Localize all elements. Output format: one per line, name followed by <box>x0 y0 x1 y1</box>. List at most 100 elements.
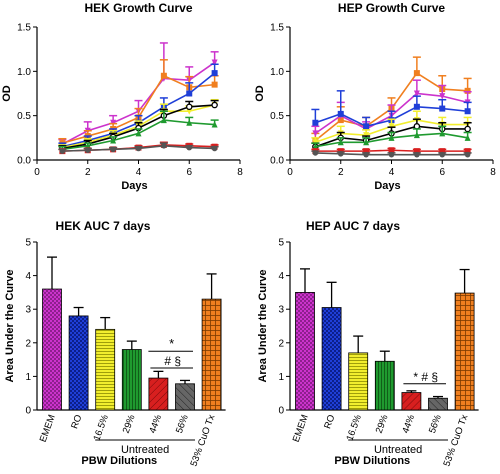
chart3-bar <box>95 328 116 411</box>
chart4-x-label: PBW Dilutions <box>334 455 410 467</box>
chart1-point <box>185 103 193 111</box>
chart2-point <box>439 105 446 112</box>
chart3-title: HEK AUC 7 days <box>56 219 151 233</box>
chart3-bar <box>121 349 142 411</box>
chart1-y-tick-label: 0.0 <box>17 156 31 167</box>
chart2-point <box>312 143 319 150</box>
chart3-y-tick-label: 0 <box>25 406 31 417</box>
chart1-y-tick-label: 1.0 <box>17 67 31 78</box>
chart2-point <box>413 103 420 110</box>
chart4-x-tick-label: 53% CuO Tx <box>442 413 471 468</box>
chart4-group: HEP AUC 7 days 0 1 2 3 4 5 Area Under the Curve… <box>257 219 479 468</box>
chart4-bar <box>295 291 315 411</box>
chart3-x-tick-label: 56% <box>174 413 191 435</box>
chart3-x-tick-label: EMEM <box>38 413 58 444</box>
chart2-point <box>413 90 420 97</box>
chart4-y-tick-label: 4 <box>278 271 284 282</box>
chart4-y-tick-label: 2 <box>278 338 284 349</box>
chart4-x-tick-label: 29% <box>374 413 391 435</box>
chart1-point <box>110 136 117 144</box>
chart2-point <box>413 123 421 130</box>
chart2-point <box>439 93 446 100</box>
chart3-y-tick-label: 5 <box>25 238 31 249</box>
chart2-point <box>414 151 420 158</box>
chart3-group: HEK AUC 7 days 0 1 2 3 4 5 Area Under the Curve… <box>4 219 226 468</box>
chart2-point <box>413 70 420 77</box>
chart3-bar <box>68 315 89 411</box>
chart2-point <box>363 148 370 155</box>
chart2-point <box>363 138 370 146</box>
chart3-x-tick-label: RO <box>69 413 84 430</box>
chart2-point <box>464 87 471 94</box>
chart2-point <box>337 150 344 157</box>
chart1-point <box>186 90 193 97</box>
chart2-point <box>439 129 446 137</box>
chart2-point <box>312 150 319 156</box>
chart4-y-tick-label: 5 <box>278 238 284 249</box>
chart4-bar <box>454 292 475 411</box>
chart1-point <box>135 129 142 137</box>
chart3-x-tick-label: 29% <box>121 413 138 435</box>
chart1-point <box>211 145 218 152</box>
chart4-y-tick-label: 0 <box>278 406 284 417</box>
chart4-x-tick-label: 44% <box>400 413 417 435</box>
chart4-y-tick-label: 1 <box>278 372 284 383</box>
chart2-point <box>439 151 446 158</box>
chart1-x-tick-label: 8 <box>237 167 243 178</box>
chart2-point <box>337 110 344 117</box>
chart2-point <box>413 131 420 139</box>
chart1-series-8 <box>58 142 219 154</box>
chart3-bar <box>201 298 222 411</box>
chart2-y-label: OD <box>254 85 266 102</box>
chart2-x-tick-label: 0 <box>287 167 293 178</box>
chart2-point <box>388 151 395 158</box>
chart1-x-tick-label: 6 <box>186 167 192 178</box>
chart4-y-tick-label: 3 <box>278 305 284 316</box>
chart3-x-tick-label: 16.5% <box>91 413 111 443</box>
chart4-x-tick-label: EMEM <box>291 413 311 444</box>
chart3-bracket-label: Untreated <box>121 444 169 456</box>
chart3-y-label: Area Under the Curve <box>4 269 16 382</box>
chart1-series-6 <box>58 110 219 153</box>
chart4-bracket-label: Untreated <box>374 444 422 456</box>
chart1-point <box>135 145 142 152</box>
chart2-point <box>312 119 319 126</box>
chart3-x-tick-label: 44% <box>147 413 164 435</box>
chart2-x-tick-label: 6 <box>439 167 445 178</box>
chart2-title: HEP Growth Curve <box>338 1 445 15</box>
chart1-point <box>186 144 193 151</box>
chart2-point <box>337 117 344 124</box>
chart2-point <box>388 134 395 141</box>
chart1-point <box>211 59 218 66</box>
chart1-point <box>161 143 167 149</box>
chart2-series-6 <box>311 125 472 150</box>
chart3-bar <box>175 383 195 411</box>
chart3-x-tick-label: 53% CuO Tx <box>189 413 218 468</box>
chart3-x-label: PBW Dilutions <box>81 455 157 467</box>
chart4-bar <box>401 392 422 411</box>
chart2-series-8 <box>311 150 472 158</box>
chart1-y-tick-label: 0.5 <box>17 111 31 122</box>
chart2-point <box>464 108 471 115</box>
chart3-y-tick-label: 1 <box>25 372 31 383</box>
chart2-point <box>464 125 471 133</box>
chart1-point <box>110 146 116 153</box>
chart2-x-label: Days <box>374 180 400 192</box>
chart3-bar <box>42 288 62 411</box>
chart1-point <box>211 101 218 109</box>
chart2-point <box>388 147 395 154</box>
chart2-point <box>413 148 420 155</box>
chart1-point <box>211 70 218 77</box>
chart2-y-tick-label: 1.5 <box>270 23 284 34</box>
chart1-group: HEK Growth Curve 0.0 0.5 1.0 1.5 0 2 4 6 8 Days OD <box>1 1 243 192</box>
chart1-point <box>186 119 193 126</box>
chart2-x-tick-label: 8 <box>490 167 496 178</box>
chart1-point <box>160 72 167 79</box>
chart3-y-tick-label: 3 <box>25 305 31 316</box>
chart2-group: HEP Growth Curve 0.0 0.5 1.0 1.5 0 2 4 6 8 Days OD <box>254 1 496 192</box>
chart2-point <box>464 148 471 155</box>
chart1-y-tick-label: 1.5 <box>17 23 31 34</box>
chart4-y-label: Area Under the Curve <box>257 269 269 382</box>
chart4-title: HEP AUC 7 days <box>306 219 400 233</box>
